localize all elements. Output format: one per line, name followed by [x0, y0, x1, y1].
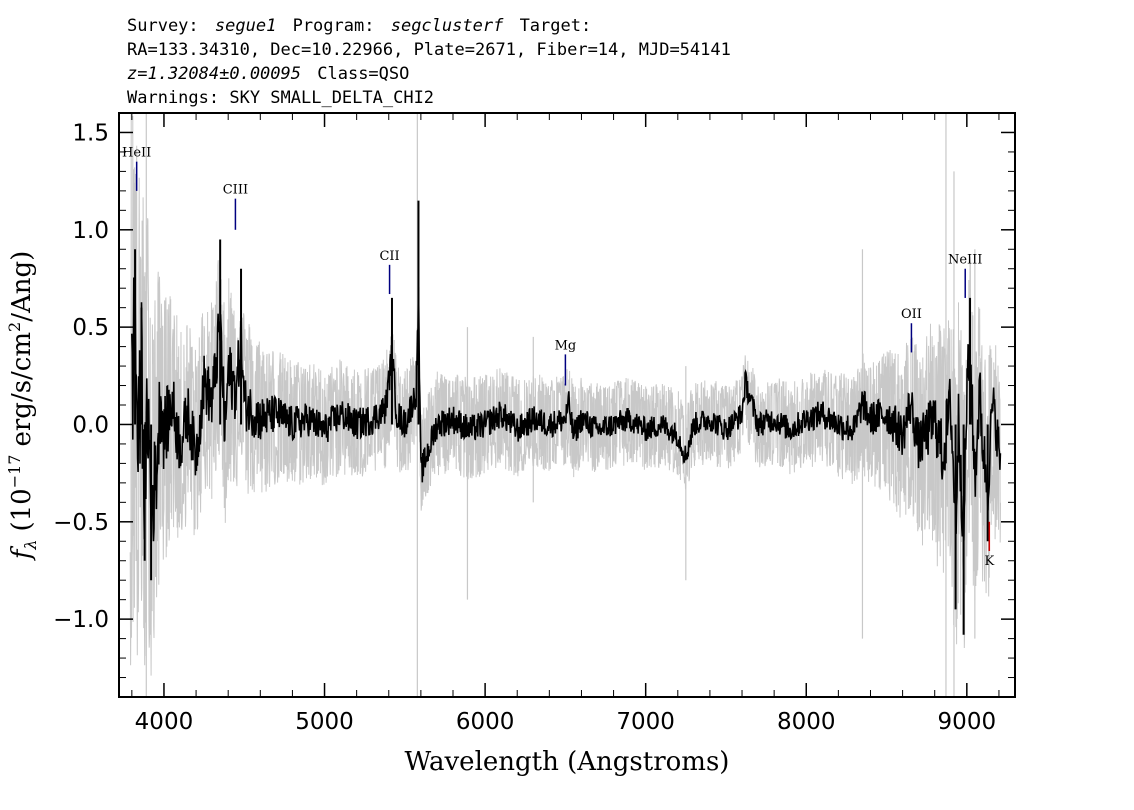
flux-trace: [131, 277, 1002, 542]
program-label: Program:: [293, 16, 375, 36]
y-tick-label: −0.5: [53, 510, 109, 536]
y-axis-exponent: −17: [5, 455, 24, 489]
axis-ticks: 4000 5000 6000 7000 8000 9000 −1.0 −0.5 0.0 0.5 1.…: [53, 113, 1015, 735]
target-label: Target:: [520, 16, 592, 36]
y-axis-units-exponent: 2: [5, 322, 24, 332]
class-value: Class=QSO: [317, 64, 409, 84]
survey-value: segue1: [215, 16, 276, 36]
program-value: segclusterf: [391, 16, 504, 36]
line-marker-ciii-label: CIII: [223, 183, 248, 198]
x-tick-label: 5000: [295, 709, 354, 735]
line-marker-oii-label: OII: [901, 307, 922, 322]
x-tick-label: 9000: [938, 709, 997, 735]
y-tick-label: 1.5: [72, 120, 109, 146]
y-axis-units-end: /Ang): [7, 251, 37, 322]
x-axis-title: Wavelength (Angstroms): [405, 747, 730, 777]
survey-label: Survey:: [127, 16, 199, 36]
y-axis-units: erg/s/cm: [7, 332, 37, 447]
redshift-value: z=1.32084±0.00095: [127, 64, 301, 84]
line-marker-heii-label: HeII: [122, 146, 151, 161]
y-tick-label: −1.0: [53, 607, 109, 633]
y-tick-label: 0.5: [72, 315, 109, 341]
flux-spectrum: [131, 200, 1002, 635]
line-marker-neiii-label: NeIII: [948, 253, 982, 268]
error-trace: [129, 113, 1001, 676]
y-axis-prefix: (10: [7, 488, 37, 531]
y-axis-subscript: λ: [21, 540, 40, 551]
x-tick-label: 4000: [135, 709, 194, 735]
y-tick-label: 0.0: [72, 412, 109, 438]
y-axis-title: fλ(10−17erg/s/cm2/Ang): [5, 251, 40, 562]
header-line-4: Warnings: SKY SMALL_DELTA_CHI2: [127, 88, 434, 108]
error-spectrum: [129, 113, 1001, 697]
y-tick-label: 1.0: [72, 218, 109, 244]
line-markers: HeII CIII CII Mg OII NeIII K: [122, 146, 994, 569]
line-marker-k-label: K: [984, 554, 994, 569]
header-line-3: z=1.32084±0.00095 Class=QSO: [127, 64, 409, 84]
header-line-2: RA=133.34310, Dec=10.22966, Plate=2671, …: [127, 40, 731, 60]
x-tick-label: 7000: [616, 709, 675, 735]
x-tick-label: 6000: [456, 709, 515, 735]
line-marker-mg-label: Mg: [555, 338, 577, 353]
line-marker-cii-label: CII: [379, 249, 399, 264]
x-tick-label: 8000: [777, 709, 836, 735]
header-line-1: Survey: segue1 Program: segclusterf Targ…: [127, 16, 591, 36]
header-block: Survey: segue1 Program: segclusterf Targ…: [127, 16, 731, 108]
